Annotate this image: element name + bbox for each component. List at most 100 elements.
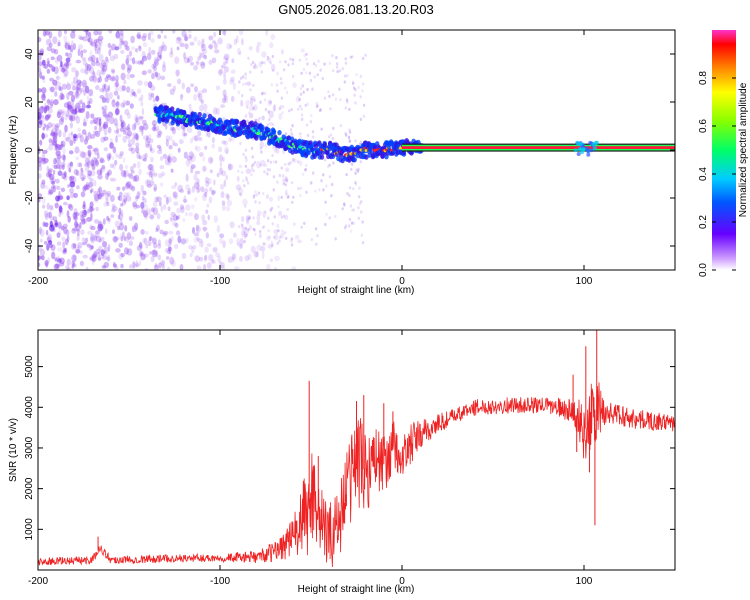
spectrogram-cell [98,38,102,45]
spectrogram-cell [269,61,272,65]
spectrogram-cell [77,242,83,249]
spectrogram-cell [124,127,128,136]
spectrogram-cell [158,262,162,269]
spectrogram-cell [175,69,180,77]
ridge-cell [184,122,189,128]
spectrogram-cell [138,45,142,52]
spectrogram-cell [112,229,115,234]
y-tick-label: 0 [24,147,35,153]
spectrogram-cell [138,125,144,133]
spectrogram-cell [348,193,351,198]
spectrogram-cell [52,79,58,86]
spectrogram-cell [103,251,108,256]
colorbar-label: Normalized spectral amplitude [738,82,749,217]
spectrogram-cell [280,166,283,170]
spectrogram-cell [163,194,167,199]
spectrogram-cell [132,175,137,182]
spectrogram-cell [107,92,113,100]
spectrogram-cell [194,145,198,151]
spectrogram-cell [69,161,73,167]
spectrogram-cell [97,194,101,200]
ridge-cell [372,144,378,151]
spectrogram-cell [135,132,139,141]
spectrogram-cell [219,233,225,239]
spectrogram-cell [167,83,172,87]
spectrogram-cell [64,171,67,178]
spectrogram-cell [160,259,166,266]
spectrogram-cell [335,62,339,66]
spectrogram-cell [107,254,111,263]
spectrogram-cell [90,245,94,250]
spectrogram-cell [44,114,50,122]
spectrogram-cell [168,237,172,245]
spectrogram-cell [60,115,65,123]
spectrogram-cell [334,214,337,219]
spectrogram-cell [244,114,248,118]
spectrogram-cell [95,159,99,167]
spectrogram-cell [232,82,236,90]
spectrogram-cell [76,79,82,85]
spectrogram-cell [135,195,140,200]
spectrogram-cell [329,194,333,198]
spectrogram-cell [67,105,74,112]
spectrogram-cell [142,157,147,162]
spectrogram-cell [258,201,261,205]
spectrogram-cell [248,225,252,230]
spectrogram-cell [90,113,95,119]
spectrogram-cell [92,130,96,136]
spectrogram-cell [297,187,300,191]
spectrogram-cell [330,182,334,187]
spectrogram-cell [156,128,162,135]
spectrogram-cell [137,35,143,40]
spectrogram-cell [75,170,80,176]
spectrogram-cell [202,88,208,93]
spectrogram-cell [126,86,131,93]
spectrogram-cell [246,105,249,109]
spectrogram-cell [141,195,145,201]
spectrogram-cell [266,168,270,172]
spectrogram-cell [138,45,142,49]
spectrogram-cell [197,40,202,47]
spectrogram-cell [119,222,125,231]
spectrogram-cell [101,67,106,76]
spectrogram-cell [58,211,61,218]
spectrogram-cell [75,86,79,93]
spectrogram-cell [250,164,254,168]
spectrogram-cell [181,82,185,90]
spectrogram-cell [104,88,110,92]
spectrogram-cell [83,209,87,216]
spectrogram-cell [75,156,79,161]
spectrogram-cell [246,181,250,185]
spectrogram-cell [135,142,140,147]
spectrogram-cell [107,171,110,177]
spectrogram-cell [90,188,94,193]
spectrogram-cell [278,112,283,120]
spectrogram-cell [336,70,339,74]
spectrogram-cell [153,65,157,72]
spectrogram-cell [306,102,309,106]
spectrogram-cell [322,173,325,177]
spectrogram-cell [121,199,126,206]
spectrogram-cell [140,229,145,235]
spectrogram-cell [154,263,158,268]
spectrogram-cell [127,123,130,132]
spectrogram-cell [112,146,117,154]
spectrogram-cell [285,189,288,193]
spectrogram-cell [55,157,60,164]
spectrogram-cell [73,254,77,262]
spectrogram-cell [355,168,358,172]
spectrogram-cell [113,53,119,60]
spectrogram-cell [349,204,353,208]
spectrogram-cell [151,173,154,181]
spectrogram-cell [266,58,269,62]
spectrogram-cell [146,135,149,142]
spectrogram-cell [63,73,67,79]
spectrogram-cell [52,79,58,87]
spectrogram-cell [38,121,43,129]
spectrogram-cell [163,35,167,39]
spectrogram-cell [97,221,103,230]
spectrogram-cell [98,245,103,252]
spectrogram-cell [81,129,87,135]
spectrogram-cell [193,244,197,250]
spectrogram-cell [84,166,90,172]
